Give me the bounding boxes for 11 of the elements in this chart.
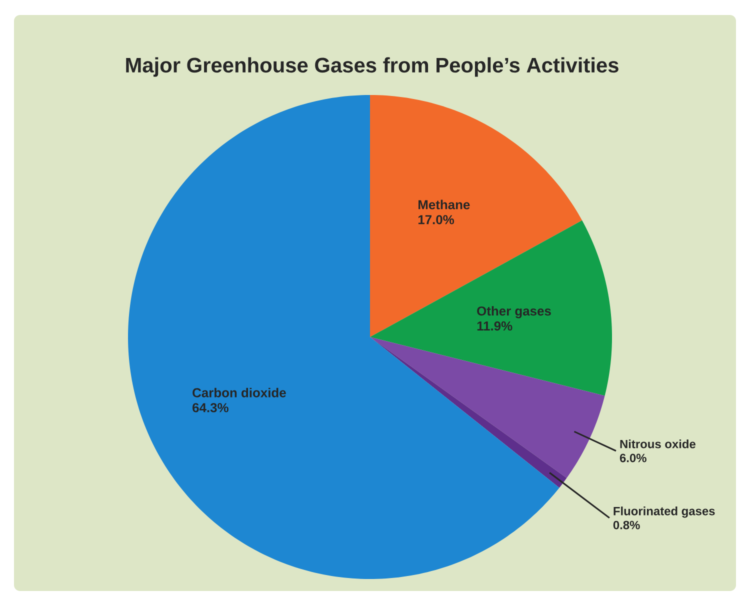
data-label: 11.9% bbox=[477, 321, 512, 331]
slice-label: Fluorinated gases bbox=[614, 506, 715, 518]
slice-label: Nitrous oxide bbox=[620, 440, 696, 448]
chart-title: Major Greenhouse Gases from People’s Activities bbox=[126, 57, 618, 77]
data-label: 64.3% bbox=[192, 403, 228, 412]
slice-label: Methane bbox=[418, 200, 470, 210]
data-label: 6.0% bbox=[620, 454, 646, 462]
slice-label: Other gases bbox=[477, 306, 551, 318]
data-label: 17.0% bbox=[418, 215, 454, 224]
data-label: 0.8% bbox=[613, 520, 640, 530]
slice-label: Carbon dioxide bbox=[192, 388, 286, 398]
